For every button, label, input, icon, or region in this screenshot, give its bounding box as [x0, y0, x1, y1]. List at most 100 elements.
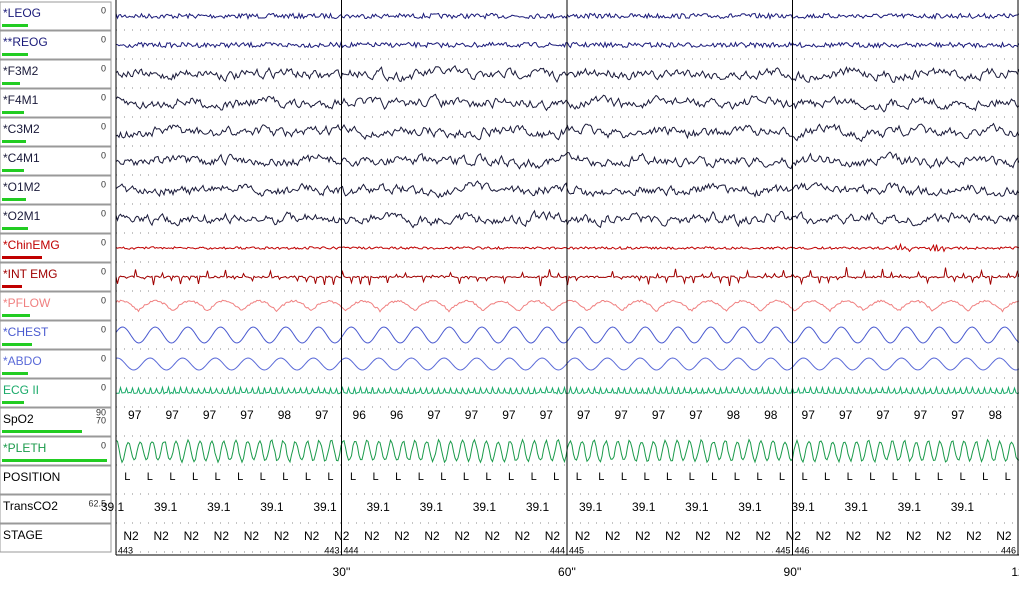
- position-value: L: [598, 471, 604, 483]
- channel-name: *PLETH: [3, 441, 46, 455]
- scale-label: 0: [101, 179, 106, 189]
- gain-bar: [2, 372, 28, 375]
- channel-label[interactable]: [0, 494, 112, 524]
- position-value: L: [169, 471, 175, 483]
- scale-label: 0: [101, 353, 106, 363]
- spo2-value: 97: [951, 408, 965, 422]
- channel-name: ECG II: [3, 383, 39, 397]
- sleep-stage: N2: [906, 529, 922, 543]
- gain-bar: [2, 227, 28, 230]
- position-value: L: [734, 471, 740, 483]
- channel-label[interactable]: [0, 523, 112, 553]
- channel-label[interactable]: [0, 465, 112, 495]
- spo2-value: 97: [652, 408, 666, 422]
- position-value: L: [508, 471, 514, 483]
- spo2-value: 96: [353, 408, 367, 422]
- position-value: L: [215, 471, 221, 483]
- scale-label: 0: [101, 92, 106, 102]
- epoch-number: 446: [1001, 545, 1016, 555]
- spo2-value: 98: [278, 408, 292, 422]
- sleep-stage: N2: [755, 529, 771, 543]
- position-value: L: [960, 471, 966, 483]
- position-value: L: [485, 471, 491, 483]
- sleep-stage: N2: [635, 529, 651, 543]
- transco2-value: 39.1: [420, 500, 444, 514]
- position-value: L: [192, 471, 198, 483]
- transco2-value: 39.1: [101, 500, 125, 514]
- transco2-value: 39.1: [207, 500, 231, 514]
- position-value: L: [305, 471, 311, 483]
- position-value: L: [621, 471, 627, 483]
- position-value: L: [147, 471, 153, 483]
- gain-bar: [2, 401, 24, 404]
- scale-label: 0: [101, 382, 106, 392]
- position-value: L: [576, 471, 582, 483]
- gain-bar: [2, 169, 24, 172]
- scale-label: 0: [101, 295, 106, 305]
- gain-bar: [2, 256, 42, 259]
- spo2-value: 98: [727, 408, 741, 422]
- spo2-value: 97: [839, 408, 853, 422]
- scale-label: 0: [101, 266, 106, 276]
- scale-label: 0: [101, 5, 106, 15]
- position-value: L: [982, 471, 988, 483]
- gain-bar: [2, 343, 32, 346]
- transco2-value: 39.1: [685, 500, 709, 514]
- transco2-value: 39.1: [154, 500, 178, 514]
- sleep-stage: N2: [605, 529, 621, 543]
- gain-bar: [2, 314, 30, 317]
- sleep-stage: N2: [936, 529, 952, 543]
- position-value: L: [440, 471, 446, 483]
- sleep-stage: N2: [575, 529, 591, 543]
- channel-name: *ABDO: [3, 354, 42, 368]
- time-label: 60'': [558, 565, 576, 579]
- channel-name: *F4M1: [3, 93, 39, 107]
- sleep-stage: N2: [334, 529, 350, 543]
- position-value: L: [847, 471, 853, 483]
- position-value: L: [914, 471, 920, 483]
- transco2-value: 39.1: [260, 500, 284, 514]
- channel-name: *LEOG: [3, 6, 41, 20]
- channel-name: *CHEST: [3, 325, 49, 339]
- transco2-value: 39.1: [738, 500, 762, 514]
- transco2-value: 39.1: [366, 500, 390, 514]
- sleep-stage: N2: [184, 529, 200, 543]
- sleep-stage: N2: [665, 529, 681, 543]
- position-value: L: [711, 471, 717, 483]
- epoch-number: 446: [795, 545, 810, 555]
- epoch-number: 444: [550, 545, 565, 555]
- scale-label: 0: [101, 237, 106, 247]
- scale-label: 0: [101, 34, 106, 44]
- position-value: L: [463, 471, 469, 483]
- position-value: L: [282, 471, 288, 483]
- sleep-stage: N2: [966, 529, 982, 543]
- channel-name: *O2M1: [3, 209, 41, 223]
- gain-bar: [2, 198, 26, 201]
- sleep-stage: N2: [274, 529, 290, 543]
- sleep-stage: N2: [545, 529, 561, 543]
- gain-bar: [2, 53, 28, 56]
- channel-name: *F3M2: [3, 64, 39, 78]
- spo2-value: 98: [764, 408, 778, 422]
- sleep-stage: N2: [876, 529, 892, 543]
- time-label: 90'': [784, 565, 802, 579]
- time-label: 30'': [333, 565, 351, 579]
- spo2-value: 97: [577, 408, 591, 422]
- sleep-stage: N2: [214, 529, 230, 543]
- position-value: L: [373, 471, 379, 483]
- scale-label: 62.5: [88, 498, 106, 508]
- sleep-stage: N2: [364, 529, 380, 543]
- spo2-value: 98: [989, 408, 1003, 422]
- position-value: L: [327, 471, 333, 483]
- spo2-value: 97: [128, 408, 142, 422]
- channel-name: POSITION: [3, 470, 60, 484]
- scale-label: 0: [101, 150, 106, 160]
- sleep-stage: N2: [695, 529, 711, 543]
- position-value: L: [350, 471, 356, 483]
- position-value: L: [260, 471, 266, 483]
- position-value: L: [869, 471, 875, 483]
- channel-name: *C4M1: [3, 151, 40, 165]
- position-value: L: [666, 471, 672, 483]
- sleep-stage: N2: [786, 529, 802, 543]
